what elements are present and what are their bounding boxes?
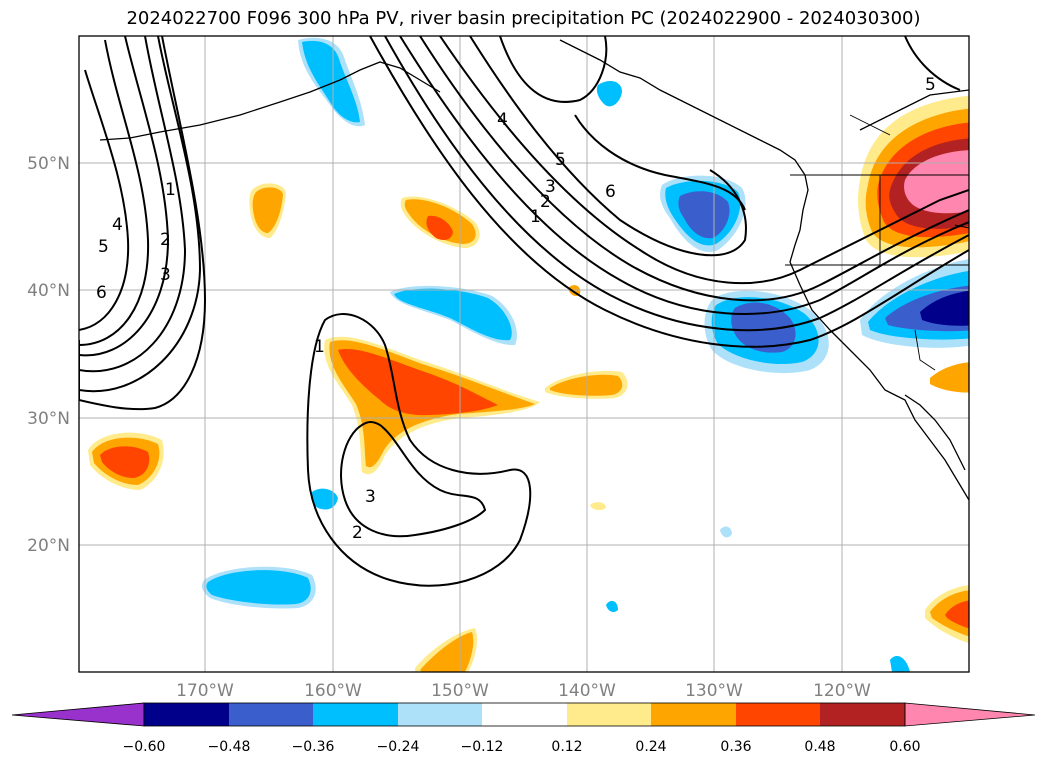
lat-label: 40°N — [27, 281, 70, 301]
pv-contour-label: 5 — [925, 75, 936, 95]
pv-contour-jet-5 — [439, 36, 969, 285]
pv-contour-trough-6 — [574, 114, 746, 211]
gridlines — [79, 36, 969, 672]
pv-contour-jet-4 — [419, 36, 969, 302]
colorbar-tick-label: −0.60 — [123, 739, 166, 755]
pv-contour-west-6 — [79, 69, 130, 331]
colorbar-tick-label: 0.24 — [635, 739, 666, 755]
pv-contour-label: 2 — [352, 523, 363, 543]
lon-label: 140°W — [558, 681, 616, 701]
map-plot-area: 1 2 3 4 5 6 1 2 3 4 5 6 5 1 2 3 — [79, 36, 969, 672]
colorbar-swatch — [820, 703, 905, 726]
political-borders — [785, 114, 969, 371]
coastlines — [99, 39, 969, 501]
pv-contours — [79, 36, 969, 587]
colorbar-swatch — [482, 703, 567, 726]
pv-contour-west-1 — [79, 36, 207, 411]
pv-contour-west-4 — [79, 36, 170, 357]
pv-contour-label: 5 — [555, 150, 566, 170]
colorbar-tick-label: 0.12 — [551, 739, 582, 755]
pv-contour-west-5 — [79, 39, 150, 346]
pv-contour-label: 1 — [165, 180, 176, 200]
lat-label: 30°N — [27, 409, 70, 429]
pv-contour-ridge-top — [904, 36, 961, 91]
colorbar-swatch — [398, 703, 482, 726]
colorbar-extend-min — [11, 702, 145, 727]
pv-contour-jet-6 — [469, 36, 747, 257]
pv-contour-west-3 — [79, 36, 187, 373]
pv-contour-ridge-5 — [499, 36, 608, 103]
lon-labels: 170°W 160°W 150°W 140°W 130°W 120°W — [176, 681, 871, 701]
colorbar-tick-label: 0.48 — [804, 739, 835, 755]
pv-contour-jet-1 — [369, 36, 969, 348]
colorbar-swatch — [736, 703, 820, 726]
lon-label: 160°W — [304, 681, 362, 701]
colorbar-swatch — [229, 703, 313, 726]
lat-label: 20°N — [27, 536, 70, 556]
pv-contour-label: 4 — [497, 110, 508, 130]
pv-contour-label: 5 — [98, 237, 109, 257]
pv-contour-label: 3 — [365, 487, 376, 507]
precip-shading — [88, 37, 969, 672]
colorbar-tick-label: −0.36 — [292, 739, 335, 755]
plot-frame — [78, 35, 970, 673]
pv-contour-cutoff-1 — [306, 313, 532, 587]
colorbar-tick-label: 0.36 — [720, 739, 751, 755]
colorbar-swatch — [567, 703, 651, 726]
pv-contour-label: 3 — [160, 265, 171, 285]
colorbar-tick-label: −0.48 — [208, 739, 251, 755]
colorbar-tick-label: −0.12 — [461, 739, 504, 755]
colorbar-swatch — [313, 703, 398, 726]
pv-contour-west-2 — [79, 36, 202, 393]
map-title: 2024022700 F096 300 hPa PV, river basin … — [126, 8, 921, 29]
pv-contour-label: 1 — [530, 207, 541, 227]
lat-labels: 50°N 40°N 30°N 20°N — [27, 154, 70, 556]
colorbar-extend-max — [904, 702, 1036, 727]
lon-label: 150°W — [431, 681, 489, 701]
pv-contour-cutoff-2 — [340, 421, 487, 538]
colorbar-tick-label: 0.60 — [889, 739, 920, 755]
pv-contour-jet-2 — [384, 36, 969, 332]
pv-contour-label: 6 — [605, 182, 616, 202]
lon-label: 170°W — [176, 681, 234, 701]
colorbar-swatch — [651, 703, 736, 726]
colorbar-tick-label: −0.24 — [377, 739, 420, 755]
pv-contour-label: 3 — [545, 177, 556, 197]
colorbar-swatch — [144, 703, 229, 726]
pv-contour-jet-3 — [399, 36, 969, 315]
colorbar: −0.60 −0.48 −0.36 −0.24 −0.12 0.12 0.24 … — [11, 702, 1036, 755]
pv-contour-label: 6 — [96, 283, 107, 303]
pv-contour-label: 2 — [160, 230, 171, 250]
pv-contour-label: 1 — [314, 337, 325, 357]
pv-contour-label: 4 — [112, 215, 123, 235]
lon-label: 120°W — [813, 681, 871, 701]
lat-label: 50°N — [27, 154, 70, 174]
pv-contour-labels: 1 2 3 4 5 6 1 2 3 4 5 6 5 1 2 3 — [96, 75, 936, 543]
lon-label: 130°W — [685, 681, 743, 701]
pv-contour-label: 2 — [540, 192, 551, 212]
